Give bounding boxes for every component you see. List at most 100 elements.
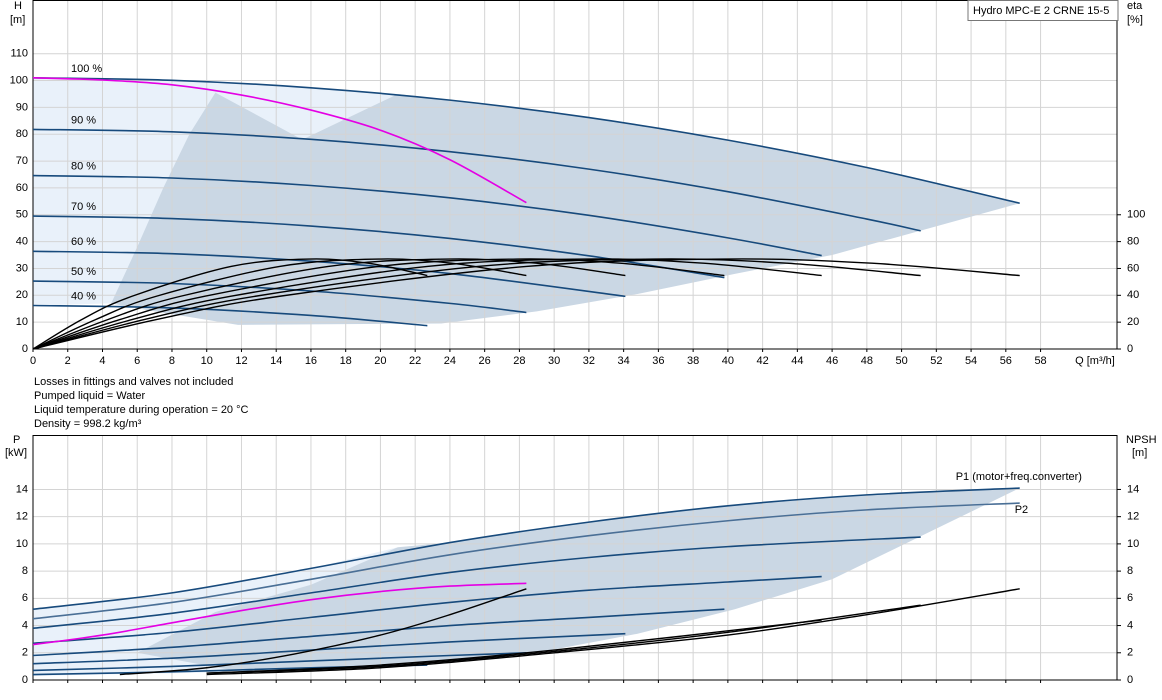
note: Liquid temperature during operation = 20… <box>34 404 249 416</box>
note: Pumped liquid = Water <box>34 390 146 402</box>
y-tick-label: 20 <box>16 289 28 301</box>
x-tick-label: 12 <box>235 355 247 367</box>
series-line <box>32 536 921 630</box>
y2-tick-label: 2 <box>1127 647 1133 659</box>
x-tick-label: 10 <box>201 355 213 367</box>
y2-tick-label: 0 <box>1127 343 1133 355</box>
x-tick-label: 54 <box>965 355 977 367</box>
y-tick-label: 4 <box>22 619 28 631</box>
x-tick-label: 18 <box>340 355 352 367</box>
y-tick-label: 60 <box>16 182 28 194</box>
y-tick-label: 8 <box>22 565 28 577</box>
y-tick-label: 0 <box>22 674 28 686</box>
y2-tick-label: 100 <box>1127 209 1145 221</box>
x-tick-label: 52 <box>930 355 942 367</box>
series-line <box>32 258 527 350</box>
y-tick-label: 2 <box>22 647 28 659</box>
x-tick-label: 26 <box>479 355 491 367</box>
y2-axis-unit: [%] <box>1127 14 1143 26</box>
y-tick-label: 12 <box>16 511 28 523</box>
y2-axis-label: eta <box>1127 0 1143 12</box>
y2-tick-label: 20 <box>1127 316 1139 328</box>
y2-tick-label: 0 <box>1127 674 1133 686</box>
x-tick-label: 50 <box>895 355 907 367</box>
y2-tick-label: 8 <box>1127 565 1133 577</box>
series-line <box>32 582 527 646</box>
y-tick-label: 90 <box>16 101 28 113</box>
series-line <box>32 258 428 350</box>
curve-label: 40 % <box>71 290 96 302</box>
series-line <box>206 619 822 674</box>
y2-tick-label: 60 <box>1127 262 1139 274</box>
y-axis-label: P <box>13 434 20 446</box>
x-tick-label: 14 <box>270 355 282 367</box>
y-tick-label: 6 <box>22 592 28 604</box>
series-line <box>32 502 1020 620</box>
y-tick-label: 40 <box>16 236 28 248</box>
y2-tick-label: 40 <box>1127 289 1139 301</box>
y-tick-label: 50 <box>16 209 28 221</box>
x-tick-label: 58 <box>1034 355 1046 367</box>
series-line <box>32 128 921 232</box>
series-line <box>32 258 725 350</box>
curve-label: 90 % <box>71 114 96 126</box>
series-line <box>119 588 527 676</box>
series-line <box>32 575 822 645</box>
curve-label: 50 % <box>71 266 96 278</box>
note: Losses in fittings and valves not includ… <box>34 376 233 388</box>
y2-axis-unit: [m] <box>1132 447 1147 459</box>
chart-title: Hydro MPC-E 2 CRNE 15-5 <box>973 5 1109 17</box>
plot-frame <box>32 435 1118 681</box>
series-line <box>32 651 527 672</box>
y-tick-label: 10 <box>16 316 28 328</box>
x-tick-label: 38 <box>687 355 699 367</box>
x-tick-label: 40 <box>722 355 734 367</box>
x-tick-label: 42 <box>756 355 768 367</box>
series-line <box>32 174 822 257</box>
x-tick-label: 46 <box>826 355 838 367</box>
series-line <box>32 280 527 314</box>
y-axis-unit: [kW] <box>5 447 27 459</box>
series-line <box>32 258 626 350</box>
plot-frame <box>32 0 1118 350</box>
x-tick-label: 30 <box>548 355 560 367</box>
title-box <box>967 0 1119 21</box>
x-tick-label: 24 <box>444 355 456 367</box>
note: Density = 998.2 kg/m³ <box>34 418 142 430</box>
series-line <box>32 215 725 279</box>
curve-label: 60 % <box>71 236 96 248</box>
x-tick-label: 48 <box>861 355 873 367</box>
x-tick-label: 8 <box>169 355 175 367</box>
y-tick-label: 100 <box>10 74 28 86</box>
x-tick-label: 32 <box>583 355 595 367</box>
x-tick-label: 16 <box>305 355 317 367</box>
series-line <box>32 258 822 350</box>
y-tick-label: 80 <box>16 128 28 140</box>
y2-axis-label: NPSH <box>1126 434 1157 446</box>
series-line <box>32 77 1020 205</box>
curve-label: P1 (motor+freq.converter) <box>956 471 1082 483</box>
y-tick-label: 110 <box>10 48 28 60</box>
x-tick-label: 56 <box>1000 355 1012 367</box>
series-line <box>206 588 1020 676</box>
curve-label: 70 % <box>71 201 96 213</box>
y2-tick-label: 80 <box>1127 236 1139 248</box>
y2-tick-label: 10 <box>1127 538 1139 550</box>
y-tick-label: 10 <box>16 538 28 550</box>
x-tick-label: 22 <box>409 355 421 367</box>
x-tick-label: 28 <box>513 355 525 367</box>
y-tick-label: 0 <box>22 343 28 355</box>
x-tick-label: 6 <box>134 355 140 367</box>
y-tick-label: 70 <box>16 155 28 167</box>
series-line <box>32 608 725 657</box>
y2-tick-label: 4 <box>1127 619 1133 631</box>
y-axis-label: H <box>14 0 22 12</box>
series-line <box>32 487 1020 611</box>
y2-tick-label: 14 <box>1127 483 1139 495</box>
series-line <box>32 304 428 327</box>
x-tick-label: 44 <box>791 355 803 367</box>
x-axis-label: Q [m³/h] <box>1075 355 1115 367</box>
curve-label: P2 <box>1015 504 1028 516</box>
